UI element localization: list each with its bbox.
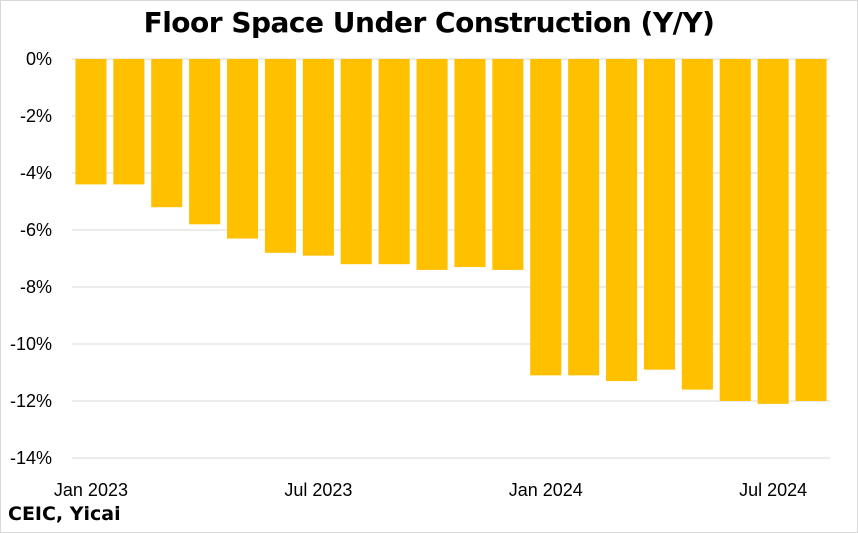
x-tick-label: Jul 2023 (284, 480, 352, 500)
bar (568, 59, 600, 376)
source-note: CEIC, Yicai (8, 503, 121, 525)
bar (75, 59, 107, 185)
bar (719, 59, 751, 401)
chart-title: Floor Space Under Construction (Y/Y) (143, 6, 715, 39)
bar (151, 59, 183, 208)
y-tick-label: -2% (20, 106, 52, 126)
x-tick-label: Jul 2024 (739, 480, 807, 500)
x-tick-label: Jan 2024 (509, 480, 583, 500)
x-tick-label: Jan 2023 (54, 480, 128, 500)
y-tick-label: -12% (10, 391, 52, 411)
bar (227, 59, 259, 239)
bar (643, 59, 675, 370)
y-tick-label: 0% (26, 49, 52, 69)
bar (340, 59, 372, 265)
bar (264, 59, 296, 253)
y-tick-label: -8% (20, 277, 52, 297)
y-tick-label: -14% (10, 448, 52, 468)
bar (378, 59, 410, 265)
bar (681, 59, 713, 390)
bar (302, 59, 334, 256)
bar (454, 59, 486, 268)
y-tick-label: -6% (20, 220, 52, 240)
y-tick-label: -4% (20, 163, 52, 183)
bar (795, 59, 827, 401)
bar (113, 59, 145, 185)
bar (416, 59, 448, 270)
y-tick-label: -10% (10, 334, 52, 354)
bar (530, 59, 562, 376)
bar (606, 59, 638, 382)
bar (757, 59, 789, 404)
bar (189, 59, 221, 225)
bar (492, 59, 524, 270)
